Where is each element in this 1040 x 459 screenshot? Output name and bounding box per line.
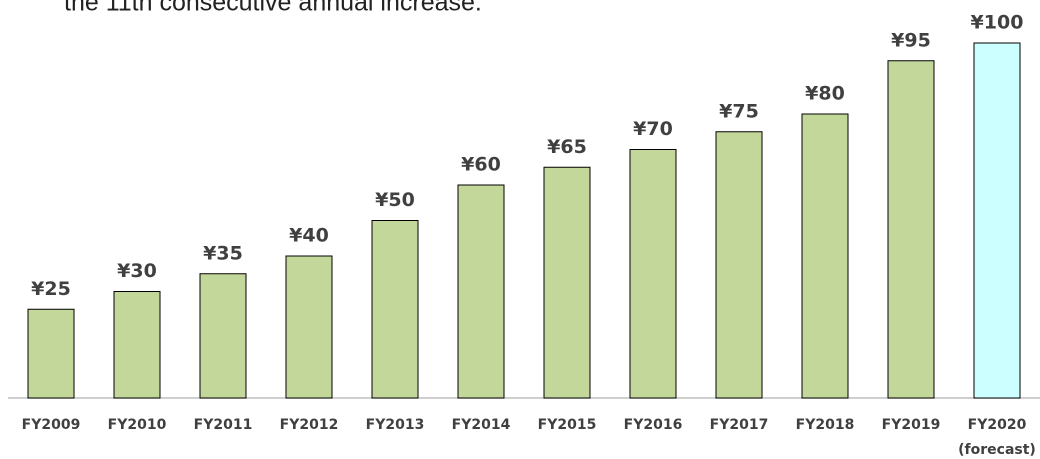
value-label: ¥75: [719, 100, 759, 122]
x-tick-label: FY2014: [452, 417, 511, 433]
x-tick-label: FY2016: [624, 417, 683, 433]
x-tick-label: FY2015: [538, 417, 597, 433]
x-tick-label: FY2010: [108, 417, 167, 433]
bar: [113, 291, 161, 399]
bar: [629, 149, 677, 399]
x-tick-label: FY2013: [366, 417, 425, 433]
value-label: ¥80: [805, 83, 845, 105]
x-tick-label: FY2020: [968, 417, 1027, 433]
value-label: ¥25: [31, 278, 71, 300]
bar: [371, 220, 419, 399]
bar: [457, 184, 505, 399]
bar: [887, 60, 935, 399]
value-label: ¥70: [633, 118, 673, 140]
forecast-label: (forecast): [958, 442, 1036, 458]
bar: [973, 42, 1021, 399]
x-tick-label: FY2017: [710, 417, 769, 433]
x-tick-label: FY2018: [796, 417, 855, 433]
bar: [715, 131, 763, 399]
x-tick-label: FY2012: [280, 417, 339, 433]
value-label: ¥50: [375, 189, 415, 211]
x-tick-label: FY2019: [882, 417, 941, 433]
bar: [27, 308, 75, 399]
value-label: ¥100: [971, 12, 1024, 34]
value-label: ¥40: [289, 225, 329, 247]
bar: [285, 255, 333, 399]
value-label: ¥60: [461, 154, 501, 176]
bar: [801, 113, 849, 399]
x-tick-label: FY2011: [194, 417, 253, 433]
annotation: the 11th consecutive annual increase.: [64, 0, 482, 17]
bar: [199, 273, 247, 399]
value-label: ¥95: [891, 29, 931, 51]
bar: [543, 166, 591, 399]
value-label: ¥65: [547, 136, 587, 158]
value-label: ¥30: [117, 260, 157, 282]
x-tick-label: FY2009: [22, 417, 81, 433]
value-label: ¥35: [203, 242, 243, 264]
